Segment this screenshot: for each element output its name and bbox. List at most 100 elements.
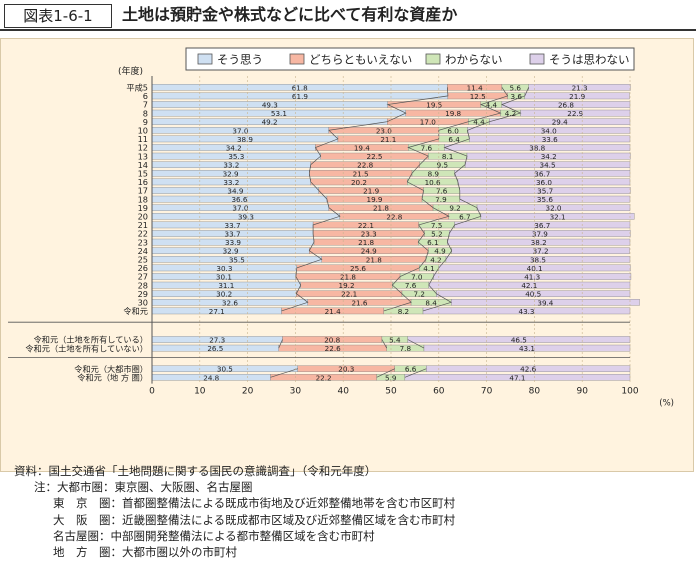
data-label-26-2: 21.6 bbox=[351, 298, 367, 307]
category-label-10: 14 bbox=[138, 160, 148, 170]
category-label-29: 令和元（土地を所有していない） bbox=[25, 343, 148, 353]
data-label-15-2: 21.8 bbox=[373, 204, 389, 213]
note-4: 名古屋圏：中部圏開発整備法による都市整備区域を含む市町村 bbox=[53, 528, 375, 543]
data-label-31-2: 22.2 bbox=[316, 373, 332, 382]
category-label-11: 15 bbox=[138, 169, 148, 179]
data-label-26-1: 32.6 bbox=[222, 298, 238, 307]
data-label-6-2: 23.0 bbox=[376, 126, 392, 135]
category-label-20: 24 bbox=[138, 246, 148, 256]
data-label-2-4: 21.9 bbox=[569, 92, 585, 101]
data-label-5-3: 4.4 bbox=[473, 118, 485, 127]
category-label-19: 23 bbox=[138, 237, 148, 247]
data-label-8-2: 19.4 bbox=[354, 144, 370, 153]
category-label-24: 28 bbox=[138, 280, 148, 290]
note-5: 地 方 圏：大都市圏以外の市町村 bbox=[53, 545, 237, 560]
connector-g2-b3 bbox=[407, 339, 425, 349]
x-tick-label-80: 80 bbox=[529, 387, 541, 397]
data-label-5-1: 49.2 bbox=[262, 118, 278, 127]
legend-swatch-2 bbox=[289, 53, 305, 65]
category-label-12: 16 bbox=[138, 177, 148, 187]
connector-g1-b1 bbox=[281, 87, 449, 312]
category-label-7: 11 bbox=[138, 134, 148, 144]
data-label-29-2: 22.6 bbox=[325, 344, 341, 353]
legend-swatch-3 bbox=[425, 53, 441, 65]
data-label-20-3: 4.9 bbox=[434, 247, 446, 256]
data-label-28-2: 20.8 bbox=[324, 336, 340, 345]
data-label-8-1: 34.2 bbox=[226, 144, 242, 153]
data-label-4-1: 53.1 bbox=[271, 109, 287, 118]
data-label-25-1: 30.2 bbox=[216, 290, 232, 299]
data-label-14-4: 35.6 bbox=[537, 195, 553, 204]
legend-swatch-4 bbox=[529, 53, 545, 65]
data-label-28-1: 27.3 bbox=[209, 336, 225, 345]
data-label-23-3: 7.0 bbox=[411, 273, 423, 282]
x-tick-label-20: 20 bbox=[242, 387, 254, 397]
legend-label-1: そう思う bbox=[217, 53, 263, 67]
data-label-10-2: 22.8 bbox=[357, 161, 373, 170]
data-label-16-3: 6.7 bbox=[459, 212, 470, 221]
data-label-1-1: 61.8 bbox=[292, 83, 308, 92]
data-label-12-4: 36.0 bbox=[536, 178, 552, 187]
connector-g2-b2 bbox=[381, 339, 388, 349]
data-label-28-3: 5.4 bbox=[389, 336, 401, 345]
data-label-21-4: 38.5 bbox=[530, 255, 546, 264]
data-label-15-4: 32.0 bbox=[546, 204, 562, 213]
data-label-24-4: 42.1 bbox=[521, 281, 537, 290]
data-label-11-2: 21.5 bbox=[353, 169, 369, 178]
connector-g2-b1 bbox=[278, 339, 283, 349]
data-label-4-4: 22.9 bbox=[567, 109, 583, 118]
data-label-23-1: 30.1 bbox=[216, 273, 232, 282]
data-label-15-1: 37.0 bbox=[232, 204, 248, 213]
data-label-10-3: 9.5 bbox=[437, 161, 448, 170]
data-label-3-2: 19.5 bbox=[426, 101, 442, 110]
data-label-23-4: 41.3 bbox=[524, 273, 540, 282]
data-label-27-2: 21.4 bbox=[325, 307, 341, 316]
data-label-3-4: 26.8 bbox=[558, 101, 574, 110]
data-label-9-1: 35.3 bbox=[228, 152, 244, 161]
data-label-6-4: 34.0 bbox=[541, 126, 557, 135]
data-label-21-2: 21.8 bbox=[366, 255, 382, 264]
data-label-12-3: 10.6 bbox=[425, 178, 441, 187]
x-tick-label-40: 40 bbox=[337, 387, 349, 397]
data-label-1-2: 11.4 bbox=[467, 83, 483, 92]
data-label-2-1: 61.9 bbox=[292, 92, 308, 101]
category-label-23: 27 bbox=[138, 272, 148, 282]
category-label-21: 25 bbox=[138, 255, 148, 265]
data-label-28-4: 46.5 bbox=[511, 336, 527, 345]
data-label-7-4: 33.6 bbox=[542, 135, 558, 144]
data-label-27-1: 27.1 bbox=[209, 307, 225, 316]
data-label-25-2: 22.1 bbox=[341, 290, 357, 299]
category-label-25: 29 bbox=[138, 289, 148, 299]
legend-box bbox=[185, 47, 635, 71]
figure-title: 土地は預貯金や株式などに比べて有利な資産か bbox=[122, 5, 458, 24]
data-label-3-3: 4.4 bbox=[486, 101, 498, 110]
x-tick-label-100: 100 bbox=[621, 387, 638, 397]
category-label-22: 26 bbox=[138, 263, 148, 273]
category-label-31: 令和元（地 方 圏） bbox=[77, 373, 148, 383]
data-label-22-3: 4.1 bbox=[423, 264, 434, 273]
x-tick-label-90: 90 bbox=[576, 387, 588, 397]
category-label-16: 20 bbox=[138, 212, 148, 222]
category-label-4: 8 bbox=[143, 108, 148, 118]
category-label-26: 30 bbox=[138, 298, 148, 308]
data-label-24-1: 31.1 bbox=[218, 281, 234, 290]
data-label-14-1: 36.6 bbox=[231, 195, 247, 204]
data-label-19-1: 33.9 bbox=[225, 238, 241, 247]
note-3: 大 阪 圏：近畿圏整備法による既成都市区域及び近郊整備区域を含む市町村 bbox=[53, 512, 456, 527]
category-label-15: 19 bbox=[138, 203, 148, 213]
data-label-24-2: 19.2 bbox=[339, 281, 355, 290]
title-bar: 図表1-6-1 土地は預貯金や株式などに比べて有利な資産か bbox=[0, 0, 696, 31]
data-label-17-2: 22.1 bbox=[358, 221, 374, 230]
data-label-22-1: 30.3 bbox=[216, 264, 232, 273]
figure-label: 図表1-6-1 bbox=[4, 4, 112, 28]
data-label-29-1: 26.5 bbox=[207, 344, 223, 353]
title-rule bbox=[0, 29, 696, 31]
category-label-6: 10 bbox=[138, 126, 148, 136]
x-axis-unit: (%) bbox=[659, 399, 674, 409]
data-label-4-3: 4.2 bbox=[505, 109, 516, 118]
legend-label-4: そうは思わない bbox=[549, 53, 630, 67]
notes: 資料：国土交通省「土地問題に関する国民の意識調査」（令和元年度） 注：大都市圏：… bbox=[14, 463, 455, 560]
x-tick-label-0: 0 bbox=[149, 387, 155, 397]
legend-label-2: どちらともいえない bbox=[309, 53, 412, 67]
data-label-26-3: 8.4 bbox=[425, 298, 437, 307]
